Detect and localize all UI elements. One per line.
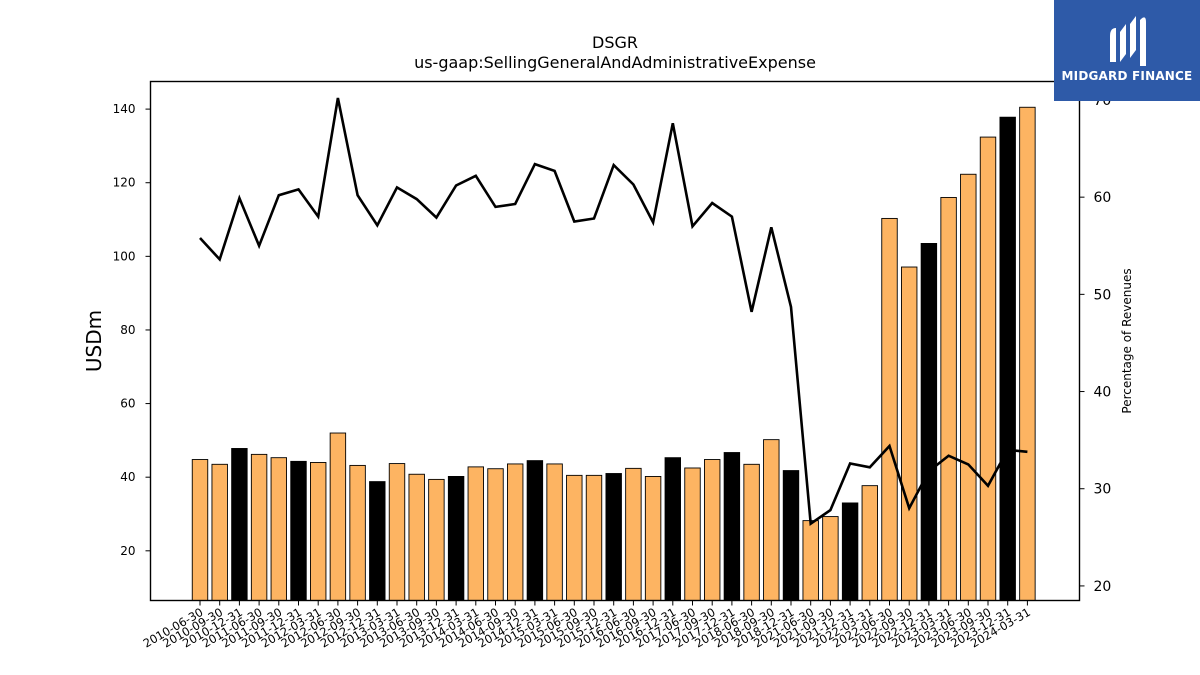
bar — [605, 473, 622, 601]
bar — [782, 470, 800, 601]
bar — [447, 476, 465, 601]
right-y-axis: 203040506070 — [1079, 93, 1112, 595]
bar — [920, 243, 938, 601]
x-axis: 2010-06-302010-09-302010-12-312011-06-30… — [141, 600, 1033, 651]
chart-subtitle: us-gaap:SellingGeneralAndAdministrativeE… — [414, 53, 816, 72]
bar-series — [191, 106, 1036, 601]
bar — [231, 448, 248, 601]
percentage-line — [199, 97, 1028, 527]
bar — [901, 266, 918, 601]
bar — [881, 217, 898, 601]
y-axis-label: USDm — [82, 310, 106, 372]
bar — [191, 459, 209, 601]
bar — [585, 474, 603, 601]
y2-tick-label: 50 — [1094, 287, 1112, 303]
y-tick-label: 140 — [113, 102, 136, 116]
bar — [329, 432, 347, 601]
bar — [270, 457, 287, 601]
bar — [487, 468, 504, 601]
bar — [428, 478, 445, 601]
y-tick-label: 60 — [120, 397, 135, 411]
y-tick-label: 80 — [120, 323, 135, 337]
bar — [861, 485, 878, 601]
y2-tick-label: 40 — [1094, 385, 1112, 401]
bar — [467, 466, 484, 601]
bar — [566, 474, 583, 601]
bar — [743, 463, 760, 601]
bar — [940, 196, 957, 601]
y2-tick-label: 60 — [1094, 190, 1112, 206]
midgard-logo-icon — [1110, 16, 1146, 66]
y2-axis-label: Percentage of Revenues — [1120, 268, 1134, 413]
bar — [408, 473, 425, 601]
bar — [250, 453, 268, 601]
y-tick-label: 40 — [120, 470, 135, 484]
bar — [822, 516, 839, 601]
bar — [369, 481, 386, 601]
bar — [1019, 106, 1036, 601]
bar — [507, 463, 524, 601]
y-tick-label: 120 — [113, 176, 136, 190]
y2-tick-label: 30 — [1094, 482, 1112, 498]
plot-frame — [149, 80, 1081, 602]
left-y-axis: 20 40 60 80 100 120 140 — [113, 102, 151, 558]
chart-title: DSGR — [592, 33, 638, 52]
bar — [388, 463, 406, 601]
y2-tick-label: 20 — [1094, 579, 1112, 595]
y-tick-label: 100 — [113, 249, 136, 263]
bar — [960, 173, 977, 601]
bar — [684, 467, 701, 601]
bar — [644, 476, 662, 601]
bar — [310, 462, 327, 601]
bar — [526, 460, 544, 601]
logo: MIDGARD FINANCE — [1054, 0, 1200, 101]
bar — [763, 439, 780, 601]
bar — [664, 457, 681, 601]
bar — [841, 502, 859, 601]
bar — [999, 116, 1016, 601]
bar — [211, 463, 228, 601]
bar — [704, 459, 721, 601]
bar — [625, 467, 642, 601]
bar — [802, 520, 819, 601]
bar — [546, 463, 563, 601]
logo-text: MIDGARD FINANCE — [1061, 69, 1193, 83]
bar — [349, 464, 366, 601]
bar — [290, 460, 307, 601]
y-tick-label: 20 — [120, 544, 135, 558]
bar — [979, 136, 997, 601]
bar — [723, 452, 741, 601]
